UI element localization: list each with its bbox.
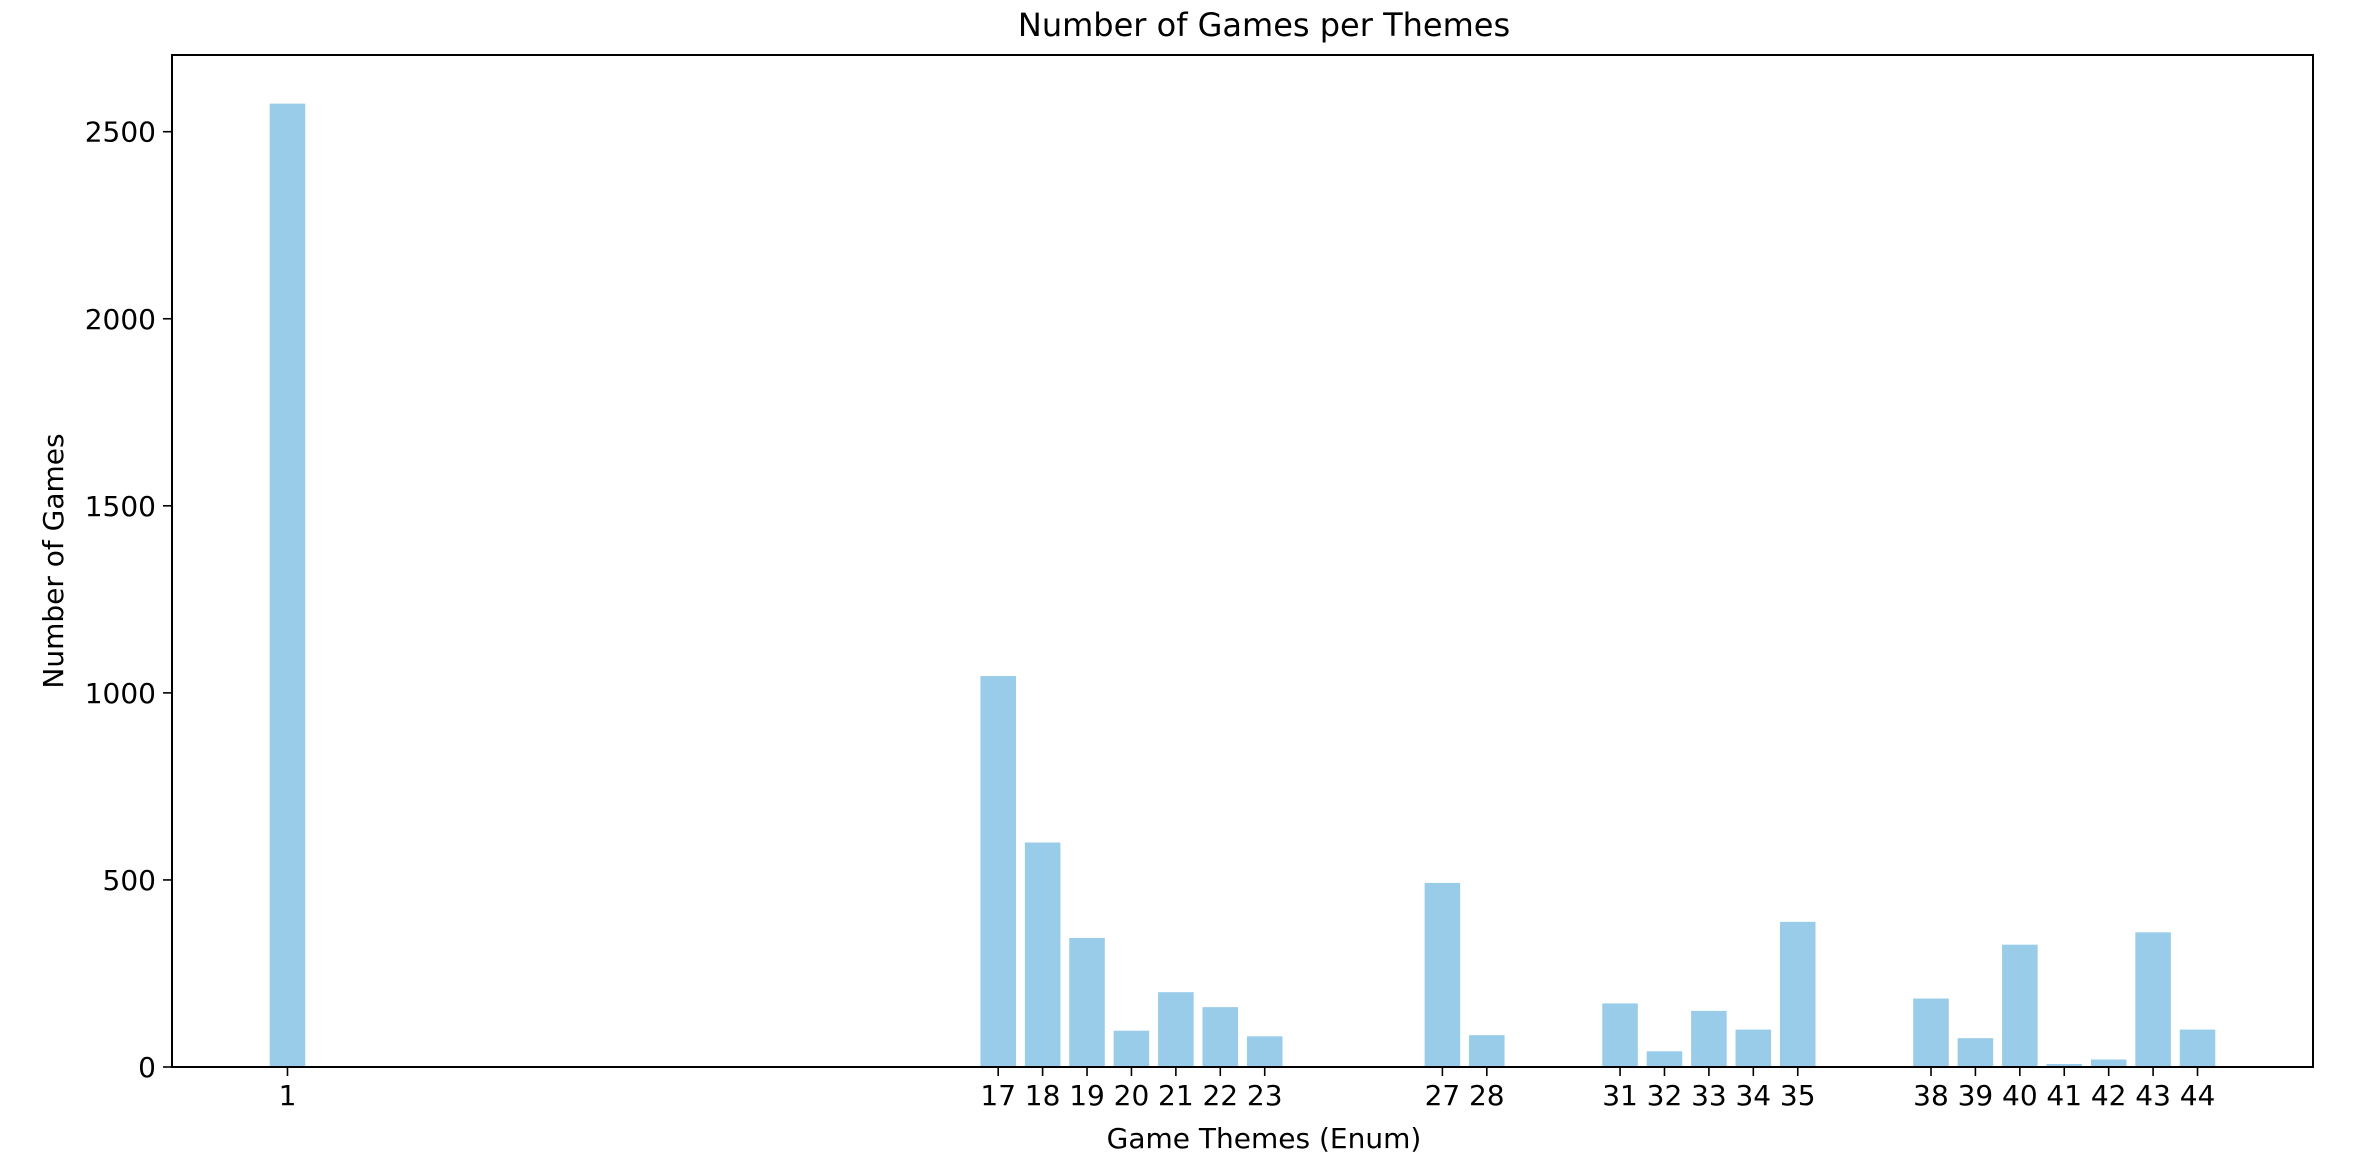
bar-40 xyxy=(2002,944,2038,1067)
bar-39 xyxy=(1957,1038,1994,1067)
x-tick-label: 1 xyxy=(279,1079,297,1112)
bar-23 xyxy=(1246,1036,1283,1067)
bar-19 xyxy=(1069,937,1105,1067)
x-tick-label: 33 xyxy=(1691,1079,1727,1112)
bar-44 xyxy=(2179,1029,2216,1067)
bar-20 xyxy=(1113,1030,1150,1067)
bar-27 xyxy=(1424,882,1461,1067)
bar-31 xyxy=(1602,1003,1638,1067)
bar-22 xyxy=(1202,1007,1239,1067)
x-tick-label: 22 xyxy=(1202,1079,1238,1112)
y-tick-label: 500 xyxy=(103,864,156,897)
bar-43 xyxy=(2135,932,2171,1067)
x-tick-label: 21 xyxy=(1158,1079,1194,1112)
bar-28 xyxy=(1469,1035,1505,1067)
x-tick-label: 40 xyxy=(2002,1079,2038,1112)
y-tick-label: 1500 xyxy=(85,490,156,523)
x-tick-label: 28 xyxy=(1469,1079,1505,1112)
bar-35 xyxy=(1779,921,1816,1067)
x-axis-ticks: 1 17 18 19 20 21 22 23 27 28 31 32 33 34 35 38 39 40 41 42 4… xyxy=(279,1067,2216,1112)
x-tick-label: 41 xyxy=(2046,1079,2082,1112)
x-tick-label: 38 xyxy=(1913,1079,1949,1112)
x-tick-label: 23 xyxy=(1247,1079,1283,1112)
bar-32 xyxy=(1646,1051,1683,1067)
plot-frame xyxy=(171,54,2314,1068)
x-tick-label: 34 xyxy=(1735,1079,1771,1112)
x-tick-label: 32 xyxy=(1647,1079,1683,1112)
x-tick-label: 20 xyxy=(1114,1079,1150,1112)
x-tick-label: 19 xyxy=(1069,1079,1105,1112)
y-axis-label: Number of Games xyxy=(37,433,70,688)
x-tick-label: 18 xyxy=(1025,1079,1061,1112)
x-tick-label: 39 xyxy=(1958,1079,1994,1112)
x-tick-label: 17 xyxy=(980,1079,1016,1112)
chart-title: Number of Games per Themes xyxy=(1018,6,1510,44)
x-tick-label: 27 xyxy=(1425,1079,1461,1112)
bar-17 xyxy=(980,676,1016,1067)
x-tick-label: 31 xyxy=(1602,1079,1638,1112)
bars-group xyxy=(269,103,2216,1067)
y-tick-label: 2500 xyxy=(85,116,156,149)
x-tick-label: 44 xyxy=(2180,1079,2216,1112)
y-axis-ticks: 0 500 1000 1500 2000 2500 xyxy=(85,116,172,1084)
bar-33 xyxy=(1691,1010,1727,1067)
bar-42 xyxy=(2090,1059,2127,1067)
bar-38 xyxy=(1913,998,1949,1067)
x-tick-label: 35 xyxy=(1780,1079,1816,1112)
x-axis-label: Game Themes (Enum) xyxy=(1107,1122,1422,1155)
y-tick-label: 2000 xyxy=(85,303,156,336)
bar-18 xyxy=(1024,842,1061,1067)
x-tick-label: 43 xyxy=(2135,1079,2171,1112)
x-tick-label: 42 xyxy=(2091,1079,2127,1112)
y-tick-label: 0 xyxy=(138,1051,156,1084)
bar-34 xyxy=(1735,1029,1772,1067)
bar-41 xyxy=(2046,1064,2083,1067)
bar-1 xyxy=(269,103,306,1067)
y-tick-label: 1000 xyxy=(85,677,156,710)
bar-21 xyxy=(1158,992,1194,1067)
